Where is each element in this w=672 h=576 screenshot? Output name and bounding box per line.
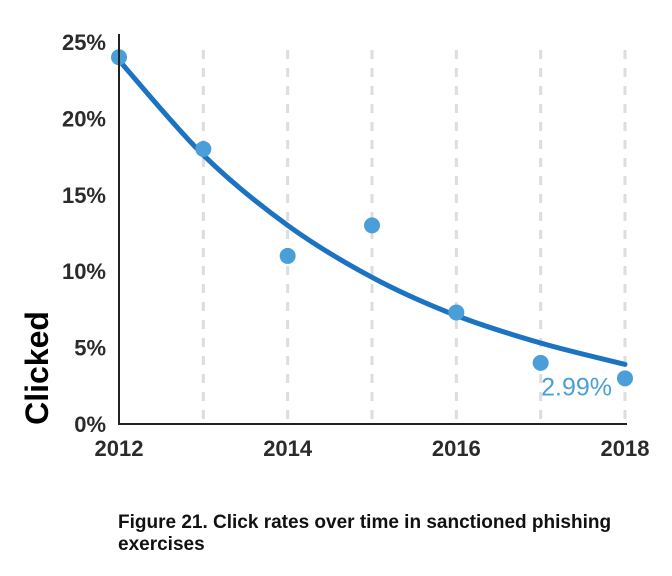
data-point-2017	[532, 354, 549, 371]
annotation-label: 2.99%	[541, 373, 612, 401]
y-tick-label: 5%	[74, 336, 106, 361]
x-tick-label: 2014	[263, 436, 313, 461]
y-tick-label: 15%	[62, 183, 106, 208]
data-point-2014	[279, 247, 296, 264]
grid-lines	[201, 50, 627, 424]
data-point-2016	[448, 304, 465, 321]
y-tick-label: 20%	[62, 106, 106, 131]
y-tick-label: 25%	[62, 30, 106, 55]
x-tick-label: 2016	[432, 436, 481, 461]
data-point-2018	[617, 370, 633, 387]
axes	[118, 34, 627, 425]
x-tick-label: 2012	[95, 436, 144, 461]
y-tick-labels: 0% 5% 10% 15% 20% 25%	[62, 30, 106, 437]
figure-caption: Figure 21. Click rates over time in sanc…	[118, 512, 612, 555]
y-axis-label: Clicked	[19, 311, 55, 425]
data-point-2013	[195, 140, 212, 157]
data-point-2015	[364, 217, 380, 234]
chart: 0% 5% 10% 15% 20% 25% 2012 2014 2016 2018 Clicke…	[19, 30, 650, 461]
x-tick-label: 2018	[601, 436, 650, 461]
y-tick-label: 0%	[74, 412, 106, 437]
points-layer	[111, 49, 633, 387]
y-tick-label: 10%	[62, 259, 106, 284]
x-tick-labels: 2012 2014 2016 2018	[95, 436, 650, 461]
